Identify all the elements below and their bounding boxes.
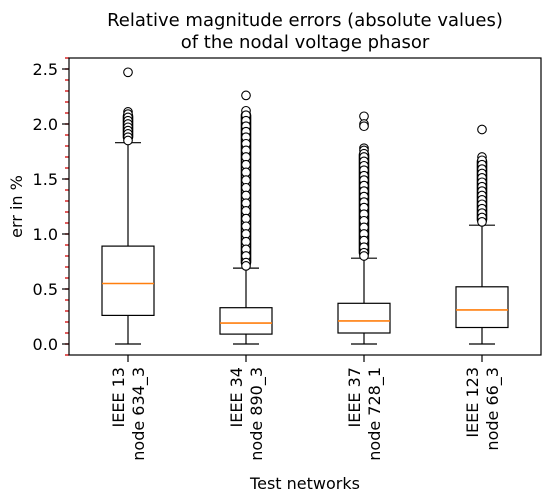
outlier-point xyxy=(241,261,251,271)
y-tick-label: 2.0 xyxy=(33,115,58,134)
y-tick-label: 0.0 xyxy=(33,335,58,354)
x-tick-label-line1: IEEE 123 xyxy=(463,367,482,438)
outlier-point xyxy=(359,121,369,132)
x-tick-label-line1: IEEE 37 xyxy=(345,367,364,428)
x-tick-label-line2: node 634_3 xyxy=(129,367,149,461)
x-tick-label-line1: IEEE 13 xyxy=(109,367,128,428)
x-tick-label: IEEE 123 node 66_3 xyxy=(463,367,503,451)
outlier-point xyxy=(123,135,133,146)
chart-title-line-2: of the nodal voltage phasor xyxy=(181,32,430,53)
box-iqr xyxy=(219,307,273,335)
axes-frame xyxy=(68,57,542,356)
x-tick-label: IEEE 13 node 634_3 xyxy=(109,367,149,461)
y-tick-label: 1.5 xyxy=(33,170,58,189)
x-tick-label-line2: node 728_1 xyxy=(365,367,385,461)
x-tick-label-line2: node 66_3 xyxy=(483,367,503,451)
box-iqr xyxy=(337,302,391,334)
x-axis-label: Test networks xyxy=(249,474,360,493)
outlier-point xyxy=(359,251,369,261)
y-tick-label: 2.5 xyxy=(33,60,58,79)
box-iqr xyxy=(101,245,155,317)
outlier-point xyxy=(477,217,487,227)
y-axis-label: err in % xyxy=(7,175,26,238)
x-tick-label-line2: node 890_3 xyxy=(247,367,267,461)
outlier-point xyxy=(241,90,251,101)
x-tick-label: IEEE 34 node 890_3 xyxy=(227,367,267,461)
outlier-point xyxy=(477,124,487,135)
outlier-point xyxy=(123,67,133,78)
x-tick-label: IEEE 37 node 728_1 xyxy=(345,367,385,461)
y-tick-label: 0.5 xyxy=(33,280,58,299)
box-iqr xyxy=(455,286,509,329)
x-tick-label-line1: IEEE 34 xyxy=(227,367,246,428)
y-tick-label: 1.0 xyxy=(33,225,58,244)
chart-title-line-1: Relative magnitude errors (absolute valu… xyxy=(107,10,503,31)
